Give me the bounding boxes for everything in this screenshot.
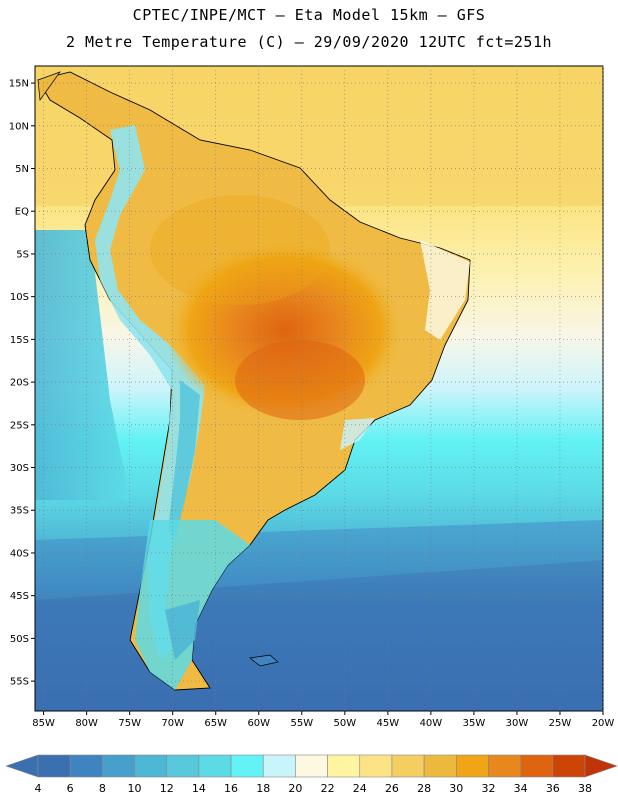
colorbar-label: 16	[224, 782, 238, 795]
lon-tick-label: 35W	[463, 718, 486, 729]
lon-tick-label: 55W	[290, 718, 313, 729]
lat-tick-label: 30S	[10, 463, 29, 474]
colorbar-label: 38	[578, 782, 592, 795]
map-frame	[34, 65, 604, 712]
lat-tick-label: 15N	[9, 79, 29, 90]
colorbar-max-arrow	[584, 754, 618, 778]
lat-tick-label: 15S	[10, 335, 29, 346]
colorbar-swatch	[166, 754, 200, 778]
lon-tick-label: 45W	[377, 718, 400, 729]
colorbar-swatch	[69, 754, 103, 778]
lon-tick-label: 85W	[32, 718, 55, 729]
longitude-tick-labels: 85W 80W 75W 70W 65W 60W 55W 50W 45W 40W 35W 30W 25W 2…	[32, 711, 614, 729]
colorbar-swatch	[520, 754, 554, 778]
lon-tick-label: 25W	[549, 718, 572, 729]
lat-tick-label: 5S	[16, 249, 29, 260]
colorbar-label: 28	[417, 782, 431, 795]
colorbar-swatch	[198, 754, 232, 778]
map-fields	[35, 66, 603, 711]
colorbar-swatch	[552, 754, 586, 778]
colorbar-swatch	[327, 754, 361, 778]
colorbar-swatch	[455, 754, 489, 778]
lon-tick-label: 50W	[334, 718, 357, 729]
lon-tick-label: 70W	[161, 718, 184, 729]
map-title-line1: CPTEC/INPE/MCT – Eta Model 15km – GFS	[132, 6, 486, 24]
lon-tick-label: 60W	[247, 718, 270, 729]
colorbar-label: 6	[67, 782, 74, 795]
colorbar-label: 18	[256, 782, 270, 795]
colorbar-label: 22	[321, 782, 335, 795]
colorbar: 4 6 8 10 12 14 16 18 20 22 24 26 28 30 32 34 36 38	[5, 754, 618, 795]
colorbar-label: 4	[35, 782, 42, 795]
lon-tick-label: 20W	[592, 718, 615, 729]
lon-tick-label: 75W	[118, 718, 141, 729]
lat-tick-label: 50S	[10, 634, 29, 645]
colorbar-swatch	[359, 754, 393, 778]
colorbar-label: 10	[128, 782, 142, 795]
colorbar-label: 36	[546, 782, 560, 795]
lat-tick-label: 35S	[10, 506, 29, 517]
colorbar-swatch	[423, 754, 457, 778]
lat-tick-label: EQ	[15, 207, 29, 218]
colorbar-label: 20	[288, 782, 302, 795]
lat-tick-label: 10S	[10, 292, 29, 303]
lat-tick-label: 55S	[10, 677, 29, 688]
lon-tick-label: 40W	[420, 718, 443, 729]
colorbar-swatch	[488, 754, 521, 778]
colorbar-label: 12	[160, 782, 174, 795]
colorbar-min-arrow	[5, 754, 39, 778]
lon-tick-label: 30W	[506, 718, 529, 729]
colorbar-swatch	[391, 754, 425, 778]
colorbar-label: 32	[481, 782, 495, 795]
map-title-line2: 2 Metre Temperature (C) – 29/09/2020 12U…	[65, 33, 553, 51]
colorbar-label: 30	[449, 782, 463, 795]
colorbar-swatch	[230, 754, 264, 778]
lat-tick-label: 5N	[15, 164, 29, 175]
colorbar-label: 34	[514, 782, 528, 795]
lat-tick-label: 40S	[10, 548, 29, 559]
colorbar-swatch	[134, 754, 168, 778]
lon-tick-label: 80W	[75, 718, 98, 729]
lat-tick-label: 10N	[9, 121, 29, 132]
colorbar-label: 8	[99, 782, 106, 795]
colorbar-swatch	[37, 754, 71, 778]
colorbar-swatch	[102, 754, 135, 778]
colorbar-label: 26	[385, 782, 399, 795]
lon-tick-label: 65W	[204, 718, 227, 729]
colorbar-label: 24	[353, 782, 367, 795]
lat-tick-label: 45S	[10, 591, 29, 602]
lat-tick-label: 25S	[10, 420, 29, 431]
lat-tick-label: 20S	[10, 378, 29, 389]
colorbar-swatch	[262, 754, 296, 778]
colorbar-swatch	[295, 754, 328, 778]
graticule	[35, 66, 604, 711]
colorbar-label: 14	[192, 782, 206, 795]
latitude-tick-labels: 15N 10N 5N EQ 5S 10S 15S 20S 25S 30S 35S 40S 45S 50S 5…	[9, 79, 35, 688]
